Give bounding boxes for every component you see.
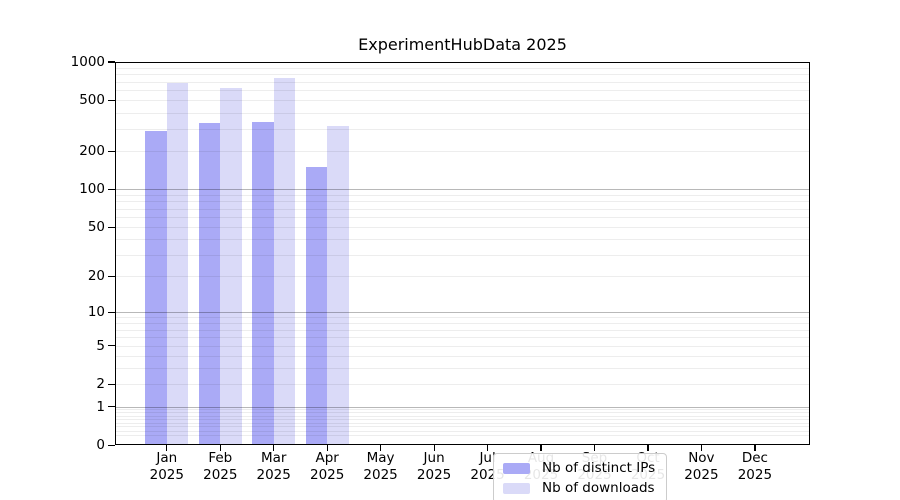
x-tick-mark bbox=[593, 445, 596, 451]
x-tick-mark bbox=[273, 445, 275, 451]
y-tick-mark bbox=[108, 61, 115, 63]
legend-item-distinct-ips: Nb of distinct IPs bbox=[503, 460, 655, 476]
legend: Nb of distinct IPs Nb of downloads bbox=[493, 453, 668, 500]
y-tick-mark bbox=[108, 406, 115, 408]
x-tick-mark bbox=[700, 445, 703, 451]
y-tick-label-10: 10 bbox=[87, 304, 105, 320]
legend-label-distinct-ips: Nb of distinct IPs bbox=[542, 460, 656, 476]
x-tick-mark bbox=[754, 445, 756, 451]
y-tick-label-500: 500 bbox=[79, 92, 105, 109]
y-tick-label-2: 2 bbox=[96, 376, 105, 393]
x-tick-label-apr: Apr 2025 bbox=[310, 450, 345, 483]
y-tick-label-0: 0 bbox=[96, 437, 105, 453]
x-tick-label-feb: Feb 2025 bbox=[203, 450, 238, 483]
x-tick-mark bbox=[487, 445, 489, 451]
bar-apr-downloads bbox=[327, 125, 349, 445]
y-tick-label-50: 50 bbox=[87, 219, 105, 235]
x-tick-mark bbox=[433, 445, 435, 451]
legend-label-downloads: Nb of downloads bbox=[542, 480, 655, 496]
bars-layer bbox=[115, 62, 810, 445]
y-tick-mark bbox=[108, 275, 115, 277]
plot-area: Nb of distinct IPs Nb of downloads bbox=[115, 62, 810, 500]
x-tick-label-may: May 2025 bbox=[363, 450, 398, 483]
chart-title: ExperimentHubData 2025 bbox=[358, 35, 567, 54]
y-tick-label-100: 100 bbox=[79, 181, 105, 198]
y-tick-label-1000: 1000 bbox=[70, 53, 105, 70]
bar-apr-distinct-ips bbox=[305, 166, 328, 445]
y-tick-mark bbox=[108, 99, 115, 102]
bar-mar-downloads bbox=[273, 77, 296, 445]
legend-swatch-distinct-ips-icon bbox=[503, 462, 530, 474]
bar-feb-distinct-ips bbox=[198, 123, 221, 445]
x-tick-label-mar: Mar 2025 bbox=[256, 450, 291, 483]
y-tick-mark bbox=[108, 311, 115, 313]
x-tick-mark bbox=[166, 445, 168, 451]
y-tick-label-5: 5 bbox=[96, 337, 105, 354]
x-tick-mark bbox=[540, 445, 542, 451]
y-tick-mark bbox=[108, 345, 115, 347]
y-tick-mark bbox=[108, 226, 115, 228]
y-tick-label-20: 20 bbox=[87, 268, 105, 285]
x-tick-label-dec: Dec 2025 bbox=[737, 450, 773, 483]
legend-item-downloads: Nb of downloads bbox=[503, 480, 655, 496]
bar-mar-distinct-ips bbox=[252, 121, 274, 445]
bar-feb-downloads bbox=[220, 88, 242, 445]
x-tick-mark bbox=[219, 445, 221, 451]
y-tick-label-200: 200 bbox=[79, 143, 105, 159]
y-tick-label-1: 1 bbox=[96, 398, 105, 415]
x-tick-label-jun: Jun 2025 bbox=[416, 450, 452, 483]
y-tick-mark bbox=[108, 188, 115, 190]
x-tick-mark bbox=[380, 445, 382, 451]
x-tick-mark bbox=[326, 445, 328, 451]
bar-jan-downloads bbox=[166, 83, 189, 445]
x-tick-mark bbox=[647, 445, 649, 451]
bar-jan-distinct-ips bbox=[145, 131, 167, 445]
y-tick-mark bbox=[108, 150, 115, 152]
legend-swatch-downloads-icon bbox=[503, 482, 530, 494]
y-tick-mark bbox=[108, 383, 115, 385]
y-tick-mark bbox=[108, 444, 115, 446]
x-tick-label-jan: Jan 2025 bbox=[149, 450, 184, 483]
x-tick-label-nov: Nov 2025 bbox=[684, 450, 719, 483]
